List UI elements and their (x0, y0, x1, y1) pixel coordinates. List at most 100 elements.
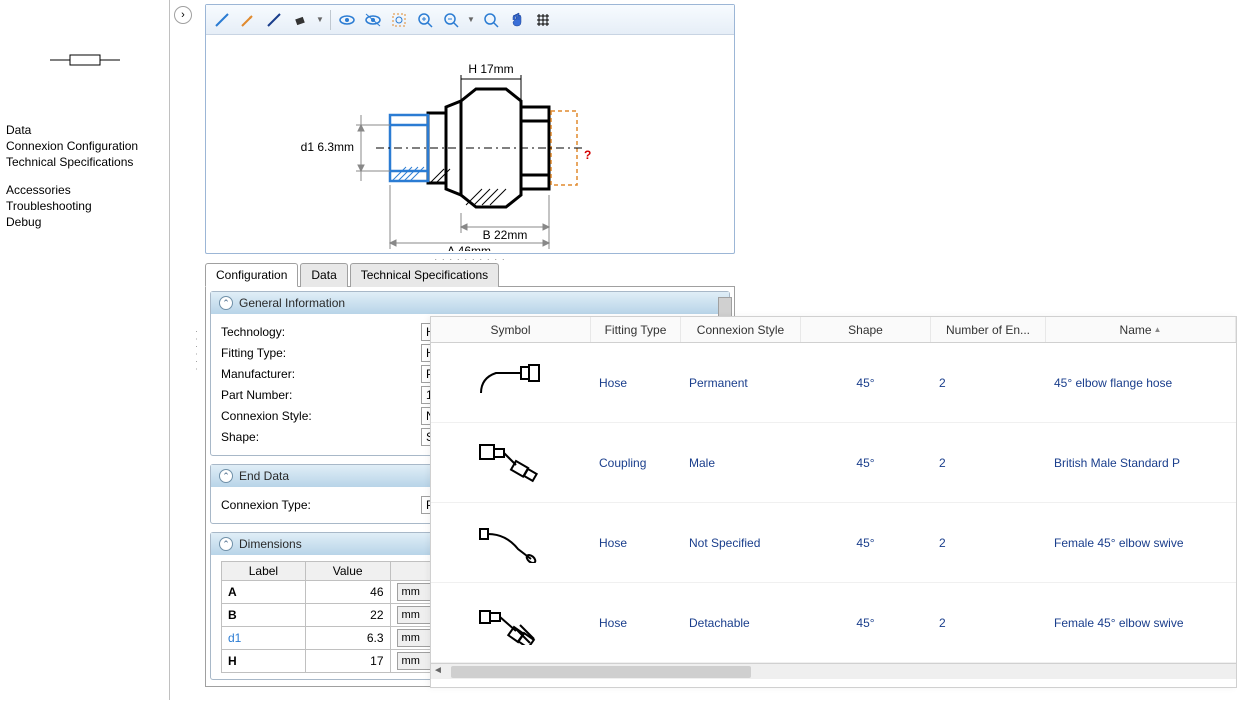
tool-dropdown-icon[interactable]: ▼ (314, 8, 326, 32)
eye-all-icon[interactable] (361, 8, 385, 32)
sidebar-item-troubleshooting[interactable]: Troubleshooting (6, 198, 163, 214)
sidebar-links: Data Connexion Configuration Technical S… (0, 120, 169, 232)
dim-value[interactable]: 6.3 (305, 627, 390, 650)
catalog-fitting-type: Hose (591, 536, 681, 550)
catalog-num-ends: 2 (931, 376, 1046, 390)
col-header-shape[interactable]: Shape (801, 317, 931, 342)
dim-label: A (222, 581, 306, 604)
detail-tabs: Configuration Data Technical Specificati… (205, 262, 735, 287)
catalog-connexion-style: Male (681, 456, 801, 470)
catalog-symbol-cell (431, 441, 591, 485)
field-label: Shape: (221, 430, 421, 444)
dim-col-header[interactable]: Label (222, 562, 306, 581)
drawing-panel: ▼ ▼ H 17mm (205, 4, 735, 254)
catalog-connexion-style: Not Specified (681, 536, 801, 550)
field-label: Technology: (221, 325, 421, 339)
sidebar-item-accessories[interactable]: Accessories (6, 182, 163, 198)
zoom-region-icon[interactable] (387, 8, 411, 32)
draw-line-tool[interactable] (210, 8, 234, 32)
col-header-num-ends[interactable]: Number of En... (931, 317, 1046, 342)
catalog-symbol-cell (431, 601, 591, 645)
section-title: End Data (239, 469, 289, 483)
grid-icon[interactable] (531, 8, 555, 32)
zoom-fit-icon[interactable] (479, 8, 503, 32)
question-mark: ? (584, 148, 591, 162)
dim-label-a: A 46mm (447, 244, 491, 251)
col-header-connexion-style[interactable]: Connexion Style (681, 317, 801, 342)
catalog-name: Female 45° elbow swive (1046, 536, 1236, 550)
catalog-rows: Hose Permanent 45° 2 45° elbow flange ho… (431, 343, 1236, 663)
catalog-horizontal-scrollbar[interactable]: ◄ (431, 663, 1236, 679)
catalog-shape: 45° (801, 376, 931, 390)
catalog-header: Symbol Fitting Type Connexion Style Shap… (431, 317, 1236, 343)
dim-label-b: B 22mm (483, 228, 528, 242)
sort-asc-icon: ▲ (1154, 325, 1162, 334)
col-header-fitting-type[interactable]: Fitting Type (591, 317, 681, 342)
field-label: Connexion Style: (221, 409, 421, 423)
sidebar-item-connexion-config[interactable]: Connexion Configuration (6, 138, 163, 154)
zoom-dropdown-icon[interactable]: ▼ (465, 8, 477, 32)
expand-sidebar-button[interactable]: › (174, 6, 192, 24)
dim-label: d1 (222, 627, 306, 650)
scroll-left-icon[interactable]: ◄ (433, 665, 443, 676)
catalog-name: 45° elbow flange hose (1046, 376, 1236, 390)
section-title: General Information (239, 296, 345, 310)
catalog-row[interactable]: Coupling Male 45° 2 British Male Standar… (431, 423, 1236, 503)
left-sidebar: Data Connexion Configuration Technical S… (0, 0, 170, 700)
dim-value[interactable]: 17 (305, 650, 390, 673)
vertical-drag-handle[interactable]: · · · · · · (192, 330, 202, 372)
tab-data[interactable]: Data (300, 263, 347, 287)
tab-configuration[interactable]: Configuration (205, 263, 298, 287)
fuse-symbol-icon (50, 45, 120, 75)
catalog-connexion-style: Permanent (681, 376, 801, 390)
catalog-fitting-type: Coupling (591, 456, 681, 470)
tab-technical-specifications[interactable]: Technical Specifications (350, 263, 499, 287)
sidebar-symbol-preview (0, 0, 169, 120)
dim-label: B (222, 604, 306, 627)
catalog-row[interactable]: Hose Detachable 45° 2 Female 45° elbow s… (431, 583, 1236, 663)
catalog-row[interactable]: Hose Not Specified 45° 2 Female 45° elbo… (431, 503, 1236, 583)
dim-label: H (222, 650, 306, 673)
catalog-symbol-cell (431, 523, 591, 563)
col-header-name[interactable]: Name▲ (1046, 317, 1236, 342)
catalog-panel: Symbol Fitting Type Connexion Style Shap… (430, 316, 1237, 688)
catalog-shape: 45° (801, 616, 931, 630)
zoom-out-icon[interactable] (439, 8, 463, 32)
catalog-row[interactable]: Hose Permanent 45° 2 45° elbow flange ho… (431, 343, 1236, 423)
fitting-drawing: H 17mm ? (206, 35, 734, 251)
field-label: Part Number: (221, 388, 421, 402)
sidebar-item-debug[interactable]: Debug (6, 214, 163, 230)
catalog-symbol-cell (431, 363, 591, 403)
catalog-num-ends: 2 (931, 536, 1046, 550)
drawing-canvas[interactable]: H 17mm ? (206, 35, 734, 253)
dim-col-header[interactable]: Value (305, 562, 390, 581)
arrow-tool[interactable] (236, 8, 260, 32)
dim-value[interactable]: 22 (305, 604, 390, 627)
drawing-toolbar: ▼ ▼ (206, 5, 734, 35)
field-label: Connexion Type: (221, 498, 421, 512)
catalog-fitting-type: Hose (591, 616, 681, 630)
catalog-fitting-type: Hose (591, 376, 681, 390)
dim-label-d1: d1 6.3mm (301, 140, 354, 154)
section-header-general[interactable]: ⌃ General Information (211, 292, 729, 314)
catalog-connexion-style: Detachable (681, 616, 801, 630)
sidebar-item-data[interactable]: Data (6, 122, 163, 138)
scrollbar-thumb[interactable] (451, 666, 751, 678)
zoom-in-icon[interactable] (413, 8, 437, 32)
catalog-name: Female 45° elbow swive (1046, 616, 1236, 630)
pan-hand-icon[interactable] (505, 8, 529, 32)
dim-value[interactable]: 46 (305, 581, 390, 604)
catalog-shape: 45° (801, 536, 931, 550)
collapse-icon: ⌃ (219, 296, 233, 310)
field-label: Fitting Type: (221, 346, 421, 360)
catalog-name: British Male Standard P (1046, 456, 1236, 470)
section-title: Dimensions (239, 537, 302, 551)
dim-label-h: H 17mm (468, 62, 513, 76)
eraser-tool[interactable] (288, 8, 312, 32)
catalog-num-ends: 2 (931, 456, 1046, 470)
sidebar-item-tech-specs[interactable]: Technical Specifications (6, 154, 163, 170)
pencil-tool[interactable] (262, 8, 286, 32)
eye-icon[interactable] (335, 8, 359, 32)
col-header-symbol[interactable]: Symbol (431, 317, 591, 342)
collapse-icon: ⌃ (219, 469, 233, 483)
